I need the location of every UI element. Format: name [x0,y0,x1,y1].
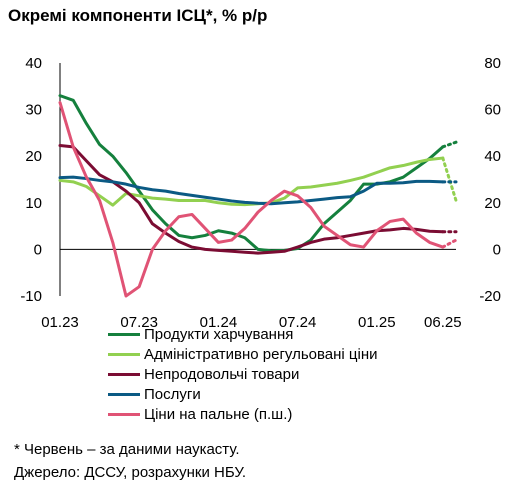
x-tick-label: 01.23 [41,314,79,331]
series-line-fuel [58,101,445,298]
x-tick-label: 01.25 [358,314,396,331]
x-tick-label: 07.23 [120,314,158,331]
chart-title: Окремі компоненти ІСЦ*, % р/р [8,6,268,25]
legend-swatch-admin-prices [108,352,140,356]
y2-tick-label: 60 [484,102,501,119]
y-tick-label: -10 [20,288,42,305]
legend-label-food: Продукти харчування [144,325,294,343]
legend-swatch-fuel [108,412,140,416]
legend-label-fuel: Ціни на пальне (п.ш.) [144,405,293,423]
y-tick-label: 10 [25,195,42,212]
chart-axes: 40 30 20 10 0 -10 80 60 40 20 0 -20 01.23 07.23 01.24 0… [20,55,501,331]
x-tick-label: 06.25 [424,314,462,331]
legend-item-services: Послуги [108,384,378,404]
x-tick-label: 01.24 [200,314,238,331]
legend-swatch-services [108,392,140,396]
y2-tick-label: -20 [479,288,501,305]
y2-tick-label: 80 [484,55,501,72]
series-nowcast-food [441,140,458,149]
y-tick-label: 30 [25,102,42,119]
y2-tick-label: 20 [484,195,501,212]
y-tick-label: 40 [25,55,42,72]
legend-item-fuel: Ціни на пальне (п.ш.) [108,404,378,424]
legend-item-nonfood: Непродовольчі товари [108,364,378,384]
y2-tick-label: 0 [493,241,501,258]
legend-swatch-nonfood [108,372,140,376]
y2-tick-label: 40 [484,148,501,165]
x-tick-label: 07.24 [279,314,317,331]
series-nowcast-fuel [441,238,458,249]
legend-label-nonfood: Непродовольчі товари [144,365,300,383]
series-line-food [58,94,445,253]
series-line-services [58,175,445,206]
series-nowcast-admin-prices [441,156,458,202]
legend-item-food: Продукти харчування [108,324,378,344]
footnote: * Червень – за даними наукасту. [14,441,240,458]
chart-legend: Продукти харчування Адміністративно регу… [108,324,378,424]
chart-plot-area [58,94,458,298]
legend-label-admin-prices: Адміністративно регульовані ціни [144,345,378,363]
legend-swatch-food [108,332,140,336]
source-note: Джерело: ДССУ, розрахунки НБУ. [14,464,247,481]
legend-label-services: Послуги [144,385,201,403]
y-tick-label: 0 [34,241,42,258]
legend-item-admin-prices: Адміністративно регульовані ціни [108,344,378,364]
y-tick-label: 20 [25,148,42,165]
